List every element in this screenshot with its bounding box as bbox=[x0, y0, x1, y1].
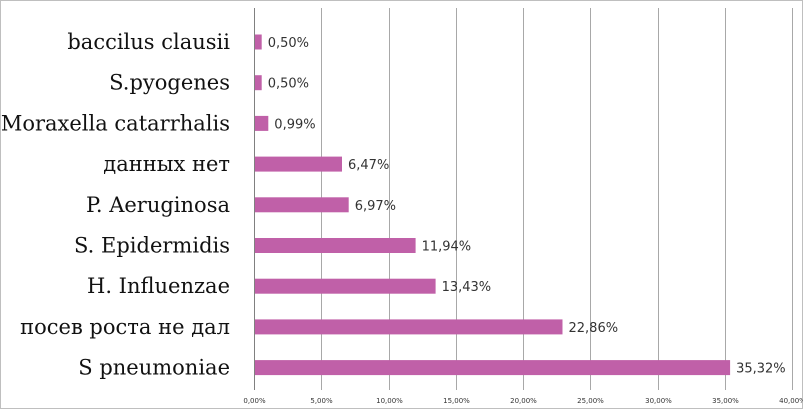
x-tick-label: 25,00% bbox=[577, 397, 604, 405]
x-tick-label: 15,00% bbox=[443, 397, 470, 405]
value-label: 0,99% bbox=[274, 117, 315, 132]
x-tick-label: 10,00% bbox=[376, 397, 403, 405]
bars bbox=[255, 34, 731, 376]
value-label: 35,32% bbox=[736, 362, 786, 377]
bar bbox=[255, 238, 416, 253]
value-label: 11,94% bbox=[422, 240, 472, 255]
category-label: S.pyogenes bbox=[109, 71, 230, 95]
category-labels: baccilus clausii S.pyogenes Moraxella cata… bbox=[1, 30, 230, 380]
category-label: baccilus clausii bbox=[67, 30, 230, 54]
x-tick-label: 0,00% bbox=[243, 397, 266, 405]
value-labels: 0,50% 0,50% 0,99% 6,47% 6,97% 11,94% 13,43% 22,… bbox=[268, 36, 786, 377]
value-label: 22,86% bbox=[569, 321, 619, 336]
x-tick-label: 40,00% bbox=[779, 397, 803, 405]
category-label: H. Influenzae bbox=[87, 274, 230, 298]
bar bbox=[255, 197, 349, 213]
x-axis-tick-labels: 0,00% 5,00% 10,00% 15,00% 20,00% 25,00% 30,00%… bbox=[243, 397, 803, 405]
bar bbox=[255, 360, 731, 376]
category-label: S pneumoniae bbox=[78, 356, 230, 380]
bar bbox=[255, 34, 262, 50]
bar bbox=[255, 319, 563, 335]
x-tick-label: 5,00% bbox=[310, 397, 333, 405]
value-label: 13,43% bbox=[442, 280, 492, 295]
category-label: S. Epidermidis bbox=[74, 234, 230, 258]
x-tick-label: 20,00% bbox=[510, 397, 537, 405]
category-label: данных нет bbox=[103, 152, 230, 176]
bar bbox=[255, 156, 342, 172]
value-label: 0,50% bbox=[268, 36, 309, 51]
bar bbox=[255, 75, 262, 91]
category-label: P. Aeruginosa bbox=[86, 193, 230, 217]
category-label: посев роста не дал bbox=[20, 315, 230, 339]
category-label: Moraxella catarrhalis bbox=[1, 111, 230, 135]
value-label: 6,47% bbox=[348, 158, 389, 173]
value-label: 6,97% bbox=[355, 199, 396, 214]
bar bbox=[255, 115, 269, 131]
x-tick-label: 35,00% bbox=[712, 397, 739, 405]
bar bbox=[255, 278, 436, 294]
value-label: 0,50% bbox=[268, 77, 309, 92]
x-tick-label: 30,00% bbox=[645, 397, 672, 405]
